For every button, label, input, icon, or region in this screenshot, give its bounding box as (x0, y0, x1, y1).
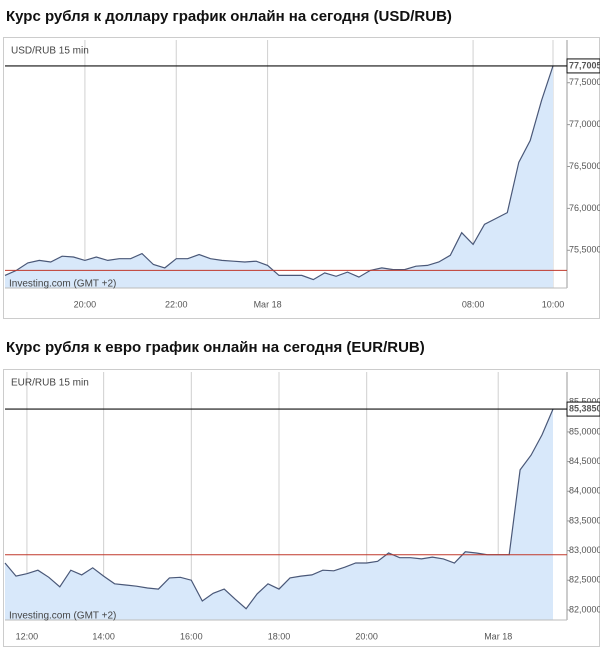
y-tick-label: 83,0000 (569, 545, 600, 555)
y-tick-label: 76,5000 (569, 161, 600, 171)
current-label-box (566, 58, 600, 74)
chart-title: Курс рубля к евро график онлайн на сегод… (6, 339, 425, 356)
chart-subtitle: USD/RUB 15 min (11, 46, 89, 57)
watermark: Investing.com (GMT +2) (9, 279, 116, 290)
chart-subtitle: EUR/RUB 15 min (11, 378, 89, 389)
x-tick-label: 14:00 (92, 631, 115, 641)
area (5, 65, 553, 289)
x-tick-label: 08:00 (462, 299, 485, 309)
current-label-box (566, 401, 600, 417)
x-tick-label: 22:00 (165, 299, 188, 309)
y-tick-label: 84,0000 (569, 486, 600, 496)
watermark: Investing.com (GMT +2) (9, 611, 116, 622)
price-line (4, 65, 554, 281)
y-tick-label: 82,0000 (569, 604, 600, 614)
current-value-label: 85,3850 (569, 403, 600, 413)
x-tick-label: Mar 18 (254, 299, 282, 309)
y-tick-label: 83,5000 (569, 515, 600, 525)
y-tick-label: 85,0000 (569, 426, 600, 436)
y-tick-label: 84,5000 (569, 456, 600, 466)
y-tick-label: 82,5000 (569, 575, 600, 585)
y-tick-label: 76,0000 (569, 203, 600, 213)
current-value-label: 77,7005 (569, 60, 600, 70)
x-tick-label: 20:00 (74, 299, 97, 309)
x-tick-label: 16:00 (180, 631, 203, 641)
x-tick-label: Mar 18 (484, 631, 512, 641)
x-tick-label: 10:00 (542, 299, 565, 309)
y-tick-label: 77,5000 (569, 77, 600, 87)
area (5, 409, 553, 620)
y-tick-label: 77,0000 (569, 119, 600, 129)
x-tick-label: 12:00 (16, 631, 39, 641)
x-tick-label: 18:00 (268, 631, 291, 641)
chart-title: Курс рубля к доллару график онлайн на се… (6, 8, 452, 25)
y-tick-label: 75,5000 (569, 245, 600, 255)
price-line (4, 408, 554, 610)
x-tick-label: 20:00 (355, 631, 378, 641)
